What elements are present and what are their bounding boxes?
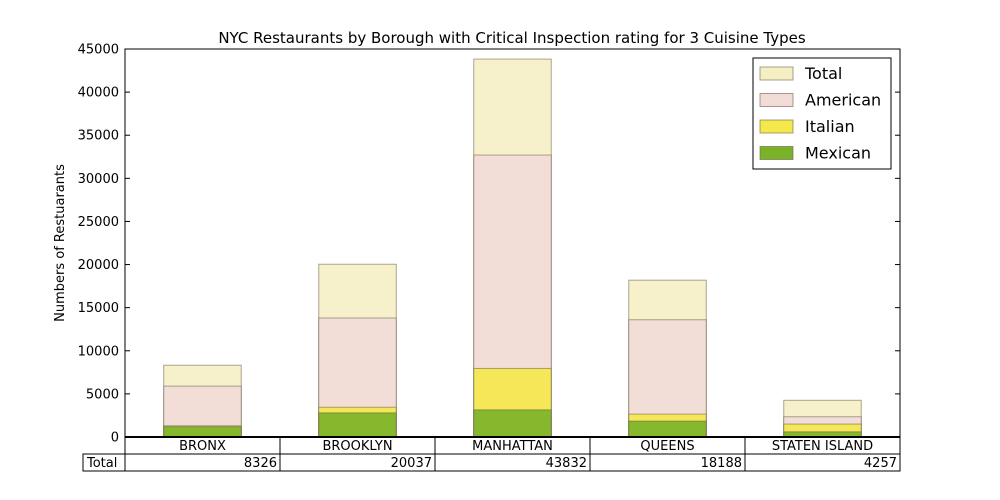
bar-mexican-manhattan	[473, 409, 552, 438]
legend-swatch-mexican	[759, 146, 794, 160]
y-tick-label: 20000	[78, 258, 119, 273]
table-row-label: Total	[86, 456, 117, 471]
bar-mexican-bronx	[163, 426, 242, 438]
bars-layer	[163, 58, 862, 438]
legend-swatch-american	[759, 93, 794, 107]
y-tick-label: 0	[111, 431, 119, 446]
bar-mexican-brooklyn	[318, 412, 397, 438]
legend-label-mexican: Mexican	[805, 144, 871, 163]
legend-swatch-total	[759, 66, 794, 81]
y-axis-label: Numbers of Restuarants	[53, 164, 68, 322]
table-value-cell: 20037	[391, 456, 432, 471]
table-header-cell: BRONX	[179, 439, 226, 454]
table-header-cell: STATEN ISLAND	[772, 439, 873, 454]
y-tick-label: 15000	[78, 301, 119, 316]
table-row-label-cell	[82, 453, 126, 472]
legend-label-american: American	[805, 91, 881, 110]
y-tick-label: 25000	[78, 215, 119, 230]
data-table: Total BRONX 8326 BROOKLYN 20037 MANHATTAN 4383…	[82, 436, 901, 472]
table-value-cell: 4257	[864, 456, 897, 471]
bar-mexican-queens	[628, 420, 707, 438]
table-value-cell: 8326	[244, 456, 277, 471]
table-header-cell: QUEENS	[640, 439, 694, 454]
y-tick-label: 45000	[78, 43, 119, 58]
table-header-cell: MANHATTAN	[472, 439, 553, 454]
legend-label-italian: Italian	[805, 117, 855, 136]
table-header-cell: BROOKLYN	[322, 439, 392, 454]
chart-title: NYC Restaurants by Borough with Critical…	[218, 29, 806, 47]
y-tick-label: 5000	[86, 387, 119, 402]
table-value-cell: 18188	[701, 456, 742, 471]
y-tick-label: 40000	[78, 86, 119, 101]
legend-swatch-italian	[759, 119, 794, 134]
legend: Total American Italian Mexican	[752, 57, 892, 170]
y-tick-label: 35000	[78, 129, 119, 144]
y-tick-label: 10000	[78, 344, 119, 359]
legend-label-total: Total	[804, 64, 842, 83]
y-tick-label: 30000	[78, 172, 119, 187]
table-value-cell: 43832	[546, 456, 587, 471]
